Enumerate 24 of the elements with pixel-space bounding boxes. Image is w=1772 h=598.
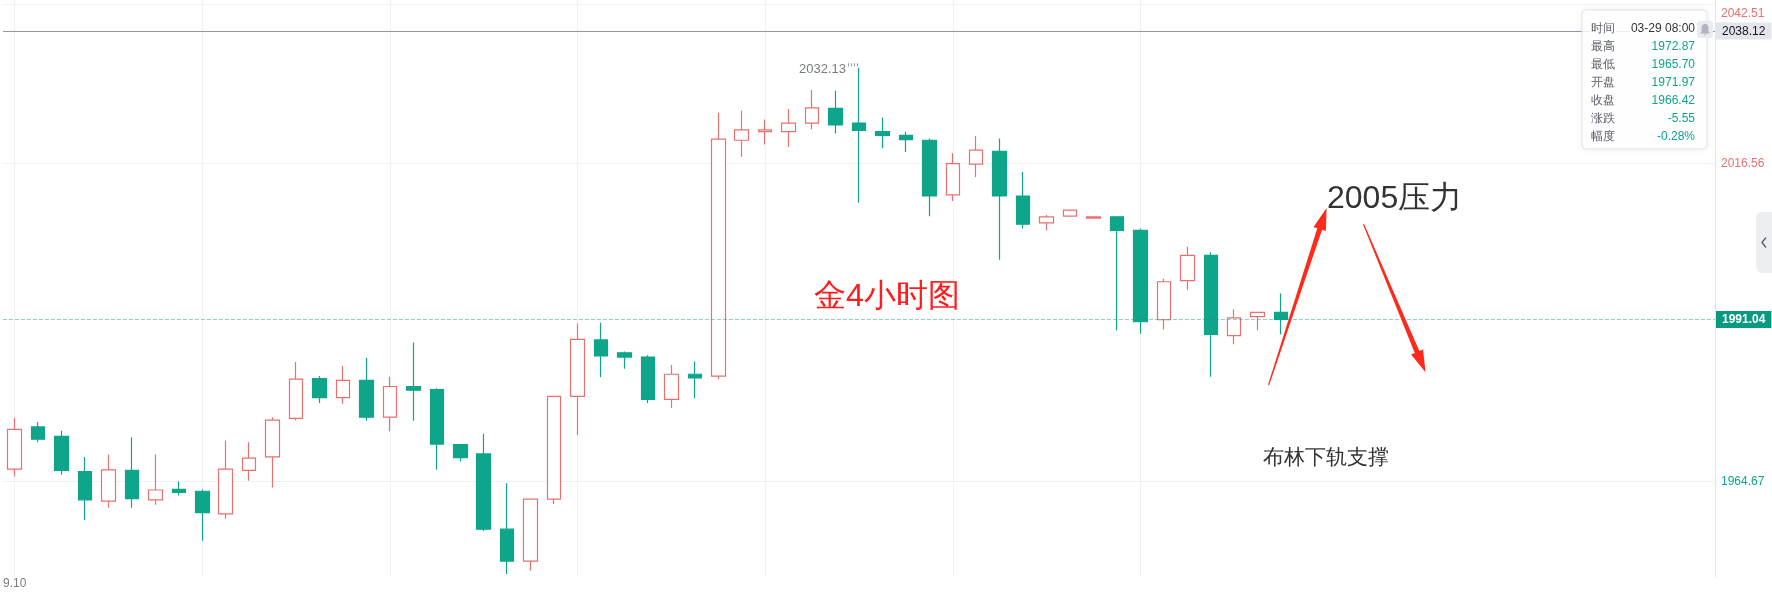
annotation: 2032.13 [798, 61, 846, 77]
annotation: 布林下轨支撑 [1263, 445, 1389, 468]
annotation: 最高 [1591, 39, 1615, 53]
annotation: 收盘 [1591, 93, 1615, 107]
y-tick-label: 2042.51 [1721, 5, 1765, 20]
annotation: 最低 [1591, 57, 1615, 71]
annotation: 2005压力 [1327, 179, 1463, 215]
annotation: -5.55 [1667, 111, 1696, 125]
annotation: 时间 [1591, 21, 1615, 35]
annotation: 涨跌 [1591, 111, 1615, 125]
annotation: 开盘 [1591, 75, 1615, 89]
annotation: 1971.97 [1651, 75, 1696, 89]
ref-line-label: 1991.04 [1722, 312, 1766, 327]
y-tick-label: 1964.67 [1721, 474, 1765, 489]
y-tick-label: 2016.56 [1721, 156, 1765, 171]
annotation: 1965.70 [1651, 57, 1696, 71]
annotation: 幅度 [1591, 129, 1615, 143]
annotation: -0.28% [1656, 129, 1696, 143]
x-tick-label: 9.10 [2, 576, 27, 590]
ref-line-label: 2038.12 [1722, 24, 1766, 39]
text: 金4小时图 [814, 277, 960, 313]
annotation: 1966.42 [1651, 93, 1696, 107]
annotation: 1972.87 [1651, 39, 1696, 53]
annotation: 03-29 08:00 [1630, 21, 1696, 35]
